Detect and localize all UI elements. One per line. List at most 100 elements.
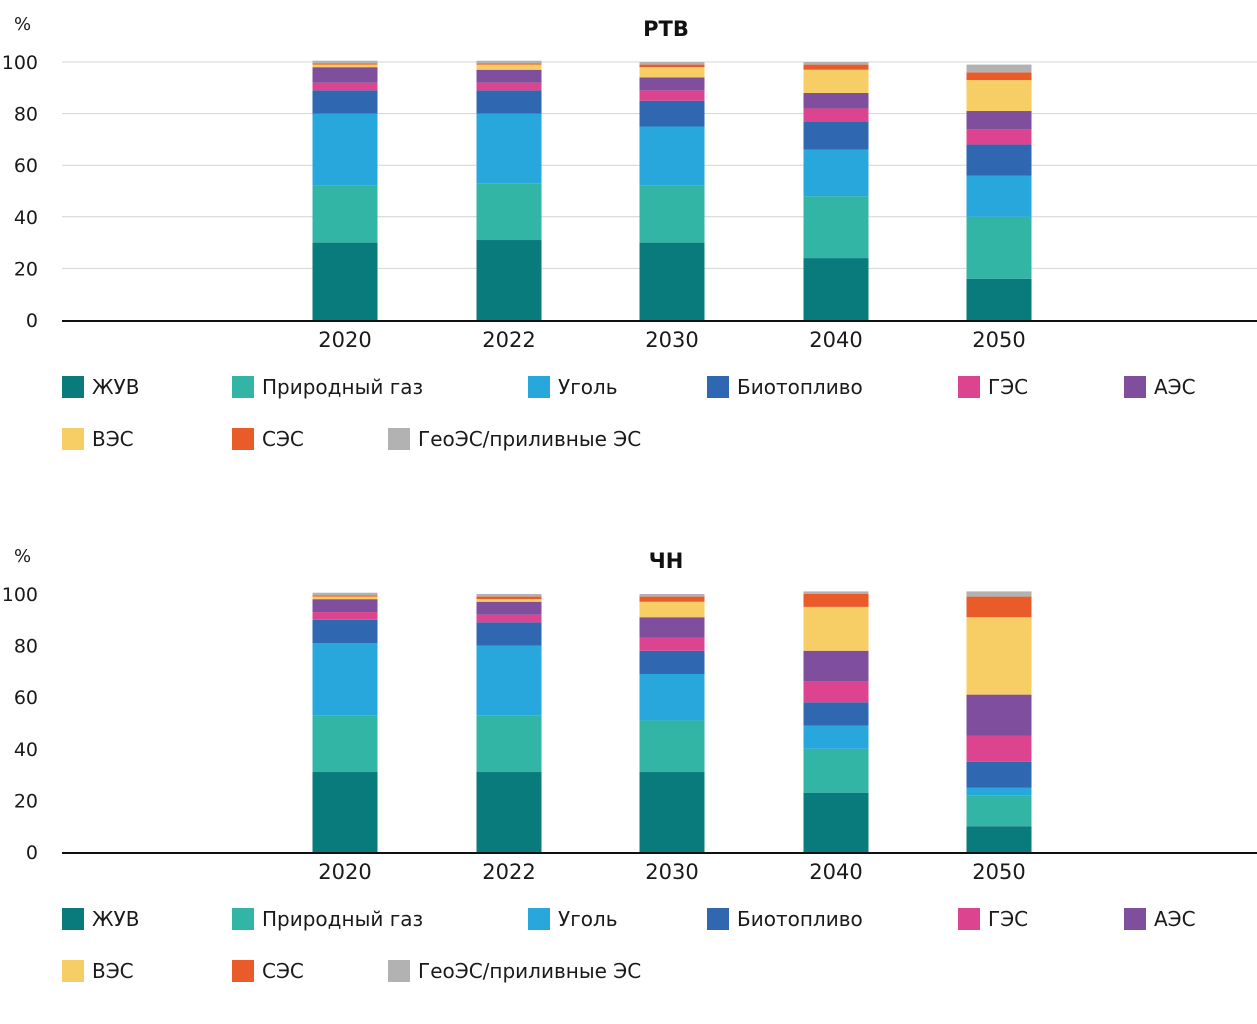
legend-label: Природный газ — [262, 375, 424, 399]
rtv-bar-2050-биотопливо — [966, 144, 1032, 176]
chn-bar-2022-уголь — [476, 645, 542, 716]
rtv-legend-item-уголь: Уголь — [528, 372, 618, 402]
chn-bar-2020-биотопливо — [312, 619, 378, 644]
rtv-y-tick-label: 100 — [2, 52, 38, 74]
legend-label: АЭС — [1154, 375, 1196, 399]
rtv-bar-2022-гэс — [476, 82, 542, 91]
rtv-legend-item-биотопливо: Биотопливо — [707, 372, 863, 402]
chn-bar-2022-вэс — [476, 599, 542, 602]
rtv-bar-2050-сэс — [966, 72, 1032, 81]
rtv-bar-2022-вэс — [476, 64, 542, 70]
legend-label: Уголь — [558, 907, 618, 931]
rtv-y-tick-label: 80 — [14, 104, 38, 126]
chn-bar-2030-геоэс-приливные-эс — [639, 594, 705, 597]
rtv-bar-2020-гэс — [312, 82, 378, 91]
legend-label: ГеоЭС/приливные ЭС — [418, 959, 642, 983]
rtv-y-tick-label: 0 — [26, 310, 38, 332]
rtv-bar-2030-биотопливо — [639, 100, 705, 127]
rtv-legend-item-природный-газ: Природный газ — [232, 372, 423, 402]
legend-swatch — [1124, 908, 1146, 930]
chn-bar-2030-вэс — [639, 601, 705, 618]
rtv-x-tick-label: 2030 — [645, 328, 698, 352]
legend-label: СЭС — [262, 427, 304, 451]
legend-swatch — [232, 908, 254, 930]
chn-bar-2020-природный-газ — [312, 715, 378, 773]
chn-y-tick-label: 80 — [14, 636, 38, 658]
chn-legend-item-биотопливо: Биотопливо — [707, 904, 863, 934]
rtv-bar-2050-уголь — [966, 175, 1032, 217]
chn-bar-2040-аэс — [803, 650, 869, 682]
legend-label: Биотопливо — [737, 907, 863, 931]
rtv-bar-2022-биотопливо — [476, 90, 542, 114]
rtv-y-tick-label: 20 — [14, 258, 38, 280]
rtv-bar-2050-гэс — [966, 129, 1032, 145]
chn-bar-2030-природный-газ — [639, 720, 705, 773]
legend-swatch — [388, 428, 410, 450]
legend-swatch — [232, 376, 254, 398]
rtv-bar-2020-уголь — [312, 113, 378, 186]
legend-label: ВЭС — [92, 959, 134, 983]
chn-chart-title: ЧН — [649, 549, 684, 573]
legend-swatch — [62, 376, 84, 398]
chn-bar-2030-уголь — [639, 673, 705, 721]
chart-panel-chn: % ЧН 0 20 40 60 80 100 2020 2022 2030 2040 2050 ЖУВ П… — [0, 532, 1257, 1024]
rtv-bar-2020-аэс — [312, 67, 378, 83]
chn-bar-2022-геоэс-приливные-эс — [476, 594, 542, 597]
chn-y-tick-label: 100 — [2, 584, 38, 606]
rtv-bar-2040-уголь — [803, 149, 869, 197]
chn-bar-2022-гэс — [476, 614, 542, 623]
chn-y-axis-label: % — [14, 546, 31, 567]
chn-legend-item-геоэс-приливные-эс: ГеоЭС/приливные ЭС — [388, 956, 641, 986]
rtv-bar-2040-жув — [803, 258, 869, 320]
chn-bar-2020-сэс — [312, 595, 378, 597]
rtv-legend-item-геоэс-приливные-эс: ГеоЭС/приливные ЭС — [388, 424, 641, 454]
rtv-bar-2050-аэс — [966, 111, 1032, 130]
rtv-y-tick-label: 60 — [14, 155, 38, 177]
chn-legend-item-природный-газ: Природный газ — [232, 904, 423, 934]
rtv-y-tick-label: 40 — [14, 207, 38, 229]
chn-legend-item-вэс: ВЭС — [62, 956, 134, 986]
rtv-bar-2030-природный-газ — [639, 185, 705, 243]
chn-bar-2030-жув — [639, 772, 705, 852]
rtv-x-tick-label: 2040 — [809, 328, 862, 352]
legend-swatch — [958, 376, 980, 398]
chn-legend-item-жув: ЖУВ — [62, 904, 139, 934]
legend-swatch — [528, 908, 550, 930]
chn-bar-2040-природный-газ — [803, 748, 869, 793]
rtv-bar-2020-сэс — [312, 63, 378, 65]
chn-y-tick-label: 0 — [26, 842, 38, 864]
legend-chn: ЖУВ Природный газ Уголь Биотопливо ГЭС АЭС ВЭС… — [62, 904, 1252, 1004]
chn-x-tick-label: 2022 — [482, 860, 535, 884]
rtv-legend-item-жув: ЖУВ — [62, 372, 139, 402]
chn-bar-2030-гэс — [639, 637, 705, 651]
chn-bar-2022-биотопливо — [476, 622, 542, 646]
chart-panel-rtv: % РТВ 0 20 40 60 80 100 2020 2022 2030 2040 2050 ЖУВ… — [0, 0, 1257, 492]
rtv-bar-2040-геоэс-приливные-эс — [803, 62, 869, 65]
rtv-bar-2022-жув — [476, 240, 542, 320]
rtv-legend-item-гэс: ГЭС — [958, 372, 1028, 402]
chn-bar-2050-жув — [966, 826, 1032, 852]
chn-bar-2040-геоэс-приливные-эс — [803, 591, 869, 594]
chn-bar-2030-сэс — [639, 596, 705, 602]
chn-bar-2020-геоэс-приливные-эс — [312, 592, 378, 596]
legend-label: Биотопливо — [737, 375, 863, 399]
chn-bar-2050-сэс — [966, 596, 1032, 618]
chn-bar-2050-гэс — [966, 735, 1032, 762]
rtv-x-tick-label: 2050 — [972, 328, 1025, 352]
legend-label: ВЭС — [92, 427, 134, 451]
legend-rtv: ЖУВ Природный газ Уголь Биотопливо ГЭС АЭС ВЭС… — [62, 372, 1252, 472]
legend-label: ЖУВ — [92, 907, 140, 931]
rtv-bar-2022-уголь — [476, 113, 542, 184]
legend-swatch — [958, 908, 980, 930]
rtv-bar-2040-биотопливо — [803, 121, 869, 150]
rtv-bar-2030-сэс — [639, 64, 705, 68]
legend-label: ЖУВ — [92, 375, 140, 399]
chn-legend-item-аэс: АЭС — [1124, 904, 1196, 934]
rtv-legend-item-аэс: АЭС — [1124, 372, 1196, 402]
chn-bar-2050-вэс — [966, 617, 1032, 695]
chn-legend-item-уголь: Уголь — [528, 904, 618, 934]
chn-y-tick-label: 20 — [14, 790, 38, 812]
rtv-bar-2022-аэс — [476, 69, 542, 83]
